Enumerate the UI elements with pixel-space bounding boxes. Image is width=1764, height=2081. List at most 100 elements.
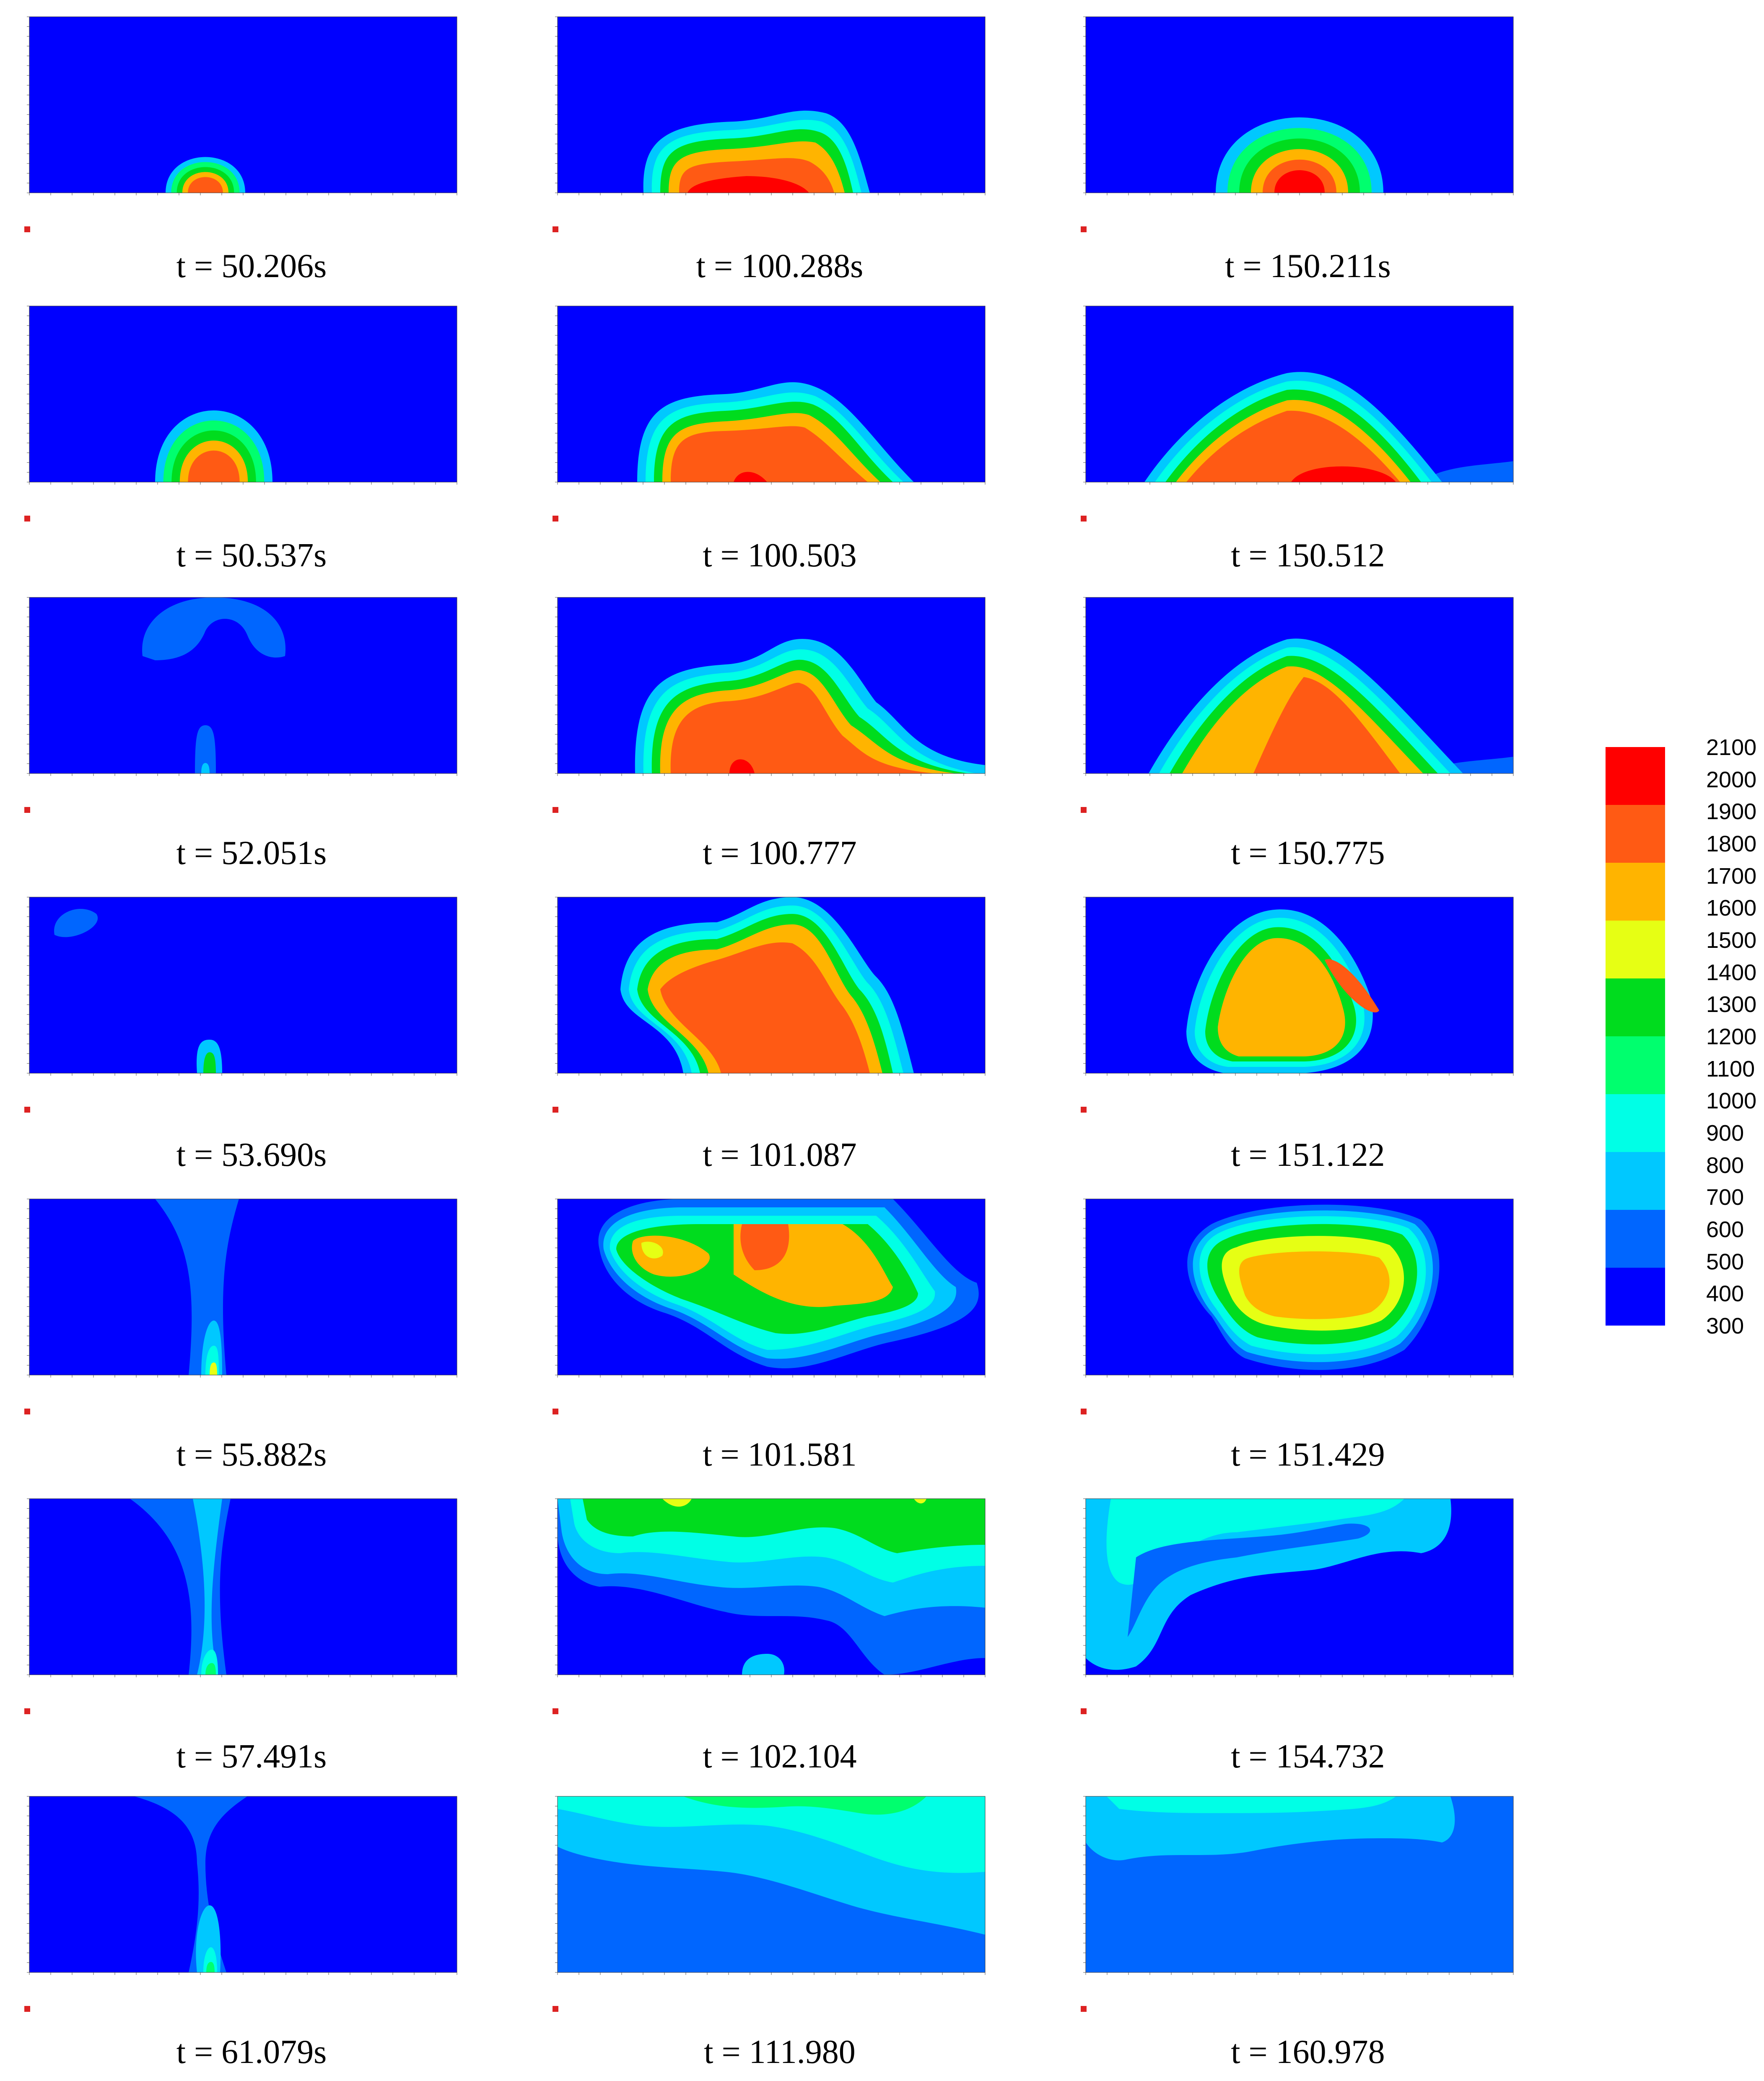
contour-plot-panel — [17, 304, 486, 522]
time-caption: t = 160.978 — [1231, 2034, 1385, 2071]
contour-plot-panel — [545, 15, 1014, 233]
time-caption: t = 57.491s — [176, 1738, 327, 1775]
contour-band — [1128, 1523, 1370, 1637]
temperature-contour — [24, 597, 457, 813]
time-caption: t = 150.512 — [1231, 537, 1385, 574]
software-logo-icon — [24, 226, 30, 232]
contour-band — [193, 1499, 222, 1675]
legend-level-label: 400 — [1706, 1281, 1744, 1307]
contour-plot-panel — [17, 1497, 486, 1715]
contour-band — [1291, 466, 1396, 482]
software-logo-icon — [24, 1708, 30, 1714]
legend-color-swatch — [1606, 978, 1665, 1036]
contour-plot-panel — [1073, 1197, 1543, 1415]
contour-band — [1218, 938, 1345, 1056]
contour-band — [1106, 1499, 1404, 1585]
time-caption: t = 53.690s — [176, 1137, 327, 1173]
contour-plot-panel — [17, 895, 486, 1113]
contour-band — [729, 759, 755, 773]
contour-background — [29, 17, 457, 193]
contour-band — [1274, 170, 1325, 193]
software-logo-icon — [553, 226, 558, 232]
legend-color-swatch — [1606, 1268, 1665, 1326]
contour-band — [1325, 959, 1379, 1012]
legend-level-label: 1800 — [1706, 831, 1757, 856]
legend-level-label: 1200 — [1706, 1024, 1757, 1049]
contour-plot-panel — [545, 304, 1014, 522]
software-logo-icon — [553, 1107, 558, 1113]
legend-level-label: 800 — [1706, 1152, 1744, 1178]
legend-color-swatch — [1606, 921, 1665, 978]
temperature-contour — [24, 1199, 457, 1414]
contour-band — [203, 1052, 216, 1073]
contour-plot-panel — [1073, 1497, 1543, 1715]
software-logo-icon — [1081, 807, 1087, 813]
time-caption: t = 61.079s — [176, 2034, 327, 2071]
contour-band — [1253, 677, 1400, 773]
legend-level-label: 1100 — [1706, 1056, 1755, 1082]
temperature-contour — [1081, 1796, 1514, 2012]
temperature-contour — [1081, 16, 1514, 232]
time-caption: t = 100.288s — [696, 248, 864, 285]
software-logo-icon — [1081, 1107, 1087, 1113]
software-logo-icon — [1081, 516, 1087, 522]
contour-plot-panel — [545, 595, 1014, 813]
temperature-contour — [24, 306, 457, 522]
contour-plot-panel — [17, 1197, 486, 1415]
temperature-contour — [553, 597, 986, 813]
contour-plot-panel — [1073, 304, 1543, 522]
time-caption: t = 150.775 — [1231, 835, 1385, 872]
contour-band — [583, 1499, 985, 1553]
contour-band — [1186, 410, 1400, 482]
legend-level-label: 1000 — [1706, 1088, 1757, 1114]
temperature-contour — [553, 1796, 986, 2012]
legend-level-label: 2000 — [1706, 767, 1757, 792]
contour-band — [742, 1654, 784, 1675]
software-logo-icon — [1081, 1409, 1087, 1414]
temperature-contour — [1081, 897, 1514, 1113]
contour-band — [188, 450, 240, 482]
contour-band — [205, 1663, 216, 1675]
legend-color-swatch — [1606, 1094, 1665, 1152]
legend-color-swatch — [1606, 863, 1665, 921]
contour-background — [29, 897, 457, 1073]
contour-background — [29, 1796, 457, 1972]
temperature-contour — [553, 897, 986, 1113]
legend-level-label: 1900 — [1706, 799, 1757, 825]
time-caption: t = 151.429 — [1231, 1436, 1385, 1473]
temperature-contour — [553, 16, 986, 232]
software-logo-icon — [24, 807, 30, 813]
contour-band — [206, 1962, 215, 1972]
contour-band — [670, 682, 935, 773]
contour-plot-panel — [1073, 15, 1543, 233]
contour-band — [683, 1796, 926, 1815]
contour-plot-panel — [1073, 595, 1543, 813]
temperature-contour — [1081, 1498, 1514, 1714]
legend-level-label: 1600 — [1706, 895, 1757, 921]
time-caption: t = 101.581 — [703, 1436, 857, 1473]
time-caption: t = 52.051s — [176, 835, 327, 872]
contour-band — [188, 177, 223, 193]
time-caption: t = 50.206s — [176, 248, 327, 285]
contour-band — [195, 725, 216, 773]
contour-band — [201, 763, 210, 773]
temperature-contour — [1081, 306, 1514, 522]
contour-background — [29, 1199, 457, 1375]
legend-level-label: 700 — [1706, 1185, 1744, 1210]
legend-color-swatch — [1606, 747, 1665, 805]
software-logo-icon — [553, 2006, 558, 2012]
contour-plot-panel — [545, 1497, 1014, 1715]
legend-level-label: 2100 — [1706, 735, 1757, 760]
legend-color-swatch — [1606, 805, 1665, 863]
temperature-contour — [1081, 597, 1514, 813]
time-caption: t = 150.211s — [1225, 248, 1391, 285]
time-caption: t = 101.087 — [703, 1137, 857, 1173]
contour-band — [210, 1362, 217, 1375]
legend-level-label: 1400 — [1706, 960, 1757, 985]
time-caption: t = 100.777 — [703, 835, 857, 872]
software-logo-icon — [553, 516, 558, 522]
time-caption: t = 55.882s — [176, 1436, 327, 1473]
contour-plot-panel — [17, 1794, 486, 2012]
contour-plot-panel — [17, 15, 486, 233]
temperature-contour — [24, 16, 457, 232]
